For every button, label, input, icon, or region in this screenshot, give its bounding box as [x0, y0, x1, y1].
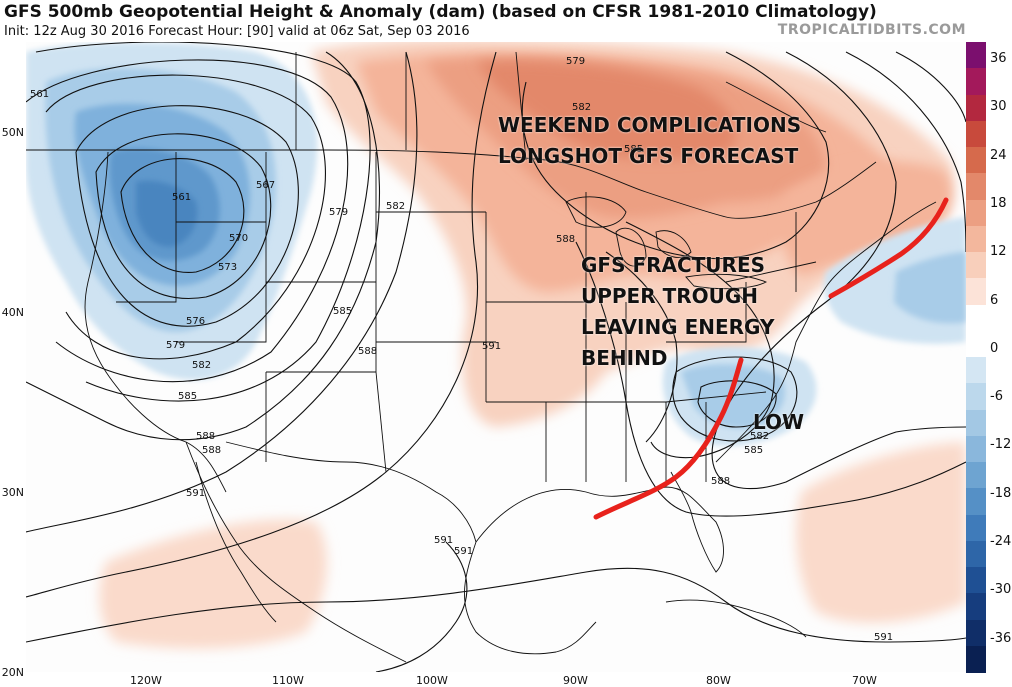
- colorbar-swatch: [966, 147, 986, 174]
- colorbar-swatch: [966, 540, 986, 568]
- contour-label: 579: [566, 56, 585, 67]
- colorbar-swatch: [966, 304, 986, 332]
- lon-label-90w: 90W: [563, 674, 588, 687]
- colorbar-swatch: [966, 462, 986, 489]
- political-boundaries: [26, 51, 937, 663]
- positive-anomaly-mexico: [99, 519, 327, 649]
- contour-label: 588: [711, 476, 730, 487]
- lat-label-20n: 20N: [1, 666, 24, 679]
- colorbar-tick-label: -6: [990, 389, 1003, 405]
- lon-label-80w: 80W: [706, 674, 731, 687]
- colorbar-tick-label: 24: [990, 147, 1007, 163]
- contour-label: 588: [202, 445, 221, 456]
- colorbar-swatch: [966, 330, 986, 358]
- colorbar-tick-label: -18: [990, 485, 1012, 501]
- colorbar-tick-label: 36: [990, 51, 1007, 66]
- colorbar-tick-label: -30: [990, 582, 1012, 598]
- colorbar-swatch: [966, 435, 986, 463]
- contour-label: 588: [358, 346, 377, 357]
- height-contours: [26, 42, 966, 672]
- contour-label: 591: [482, 341, 501, 352]
- contour-label: 579: [166, 340, 185, 351]
- lat-label-40n: 40N: [1, 306, 24, 319]
- colorbar-tick-label: -12: [990, 437, 1012, 453]
- contour-label: 582: [386, 201, 405, 212]
- cold-front-south-line: [593, 357, 744, 520]
- colorbar-swatch: [966, 488, 986, 515]
- hand-drawn-lines: [593, 197, 949, 520]
- lat-label-30n: 30N: [1, 486, 24, 499]
- colorbar-swatch: [966, 567, 986, 594]
- contour-label: 582: [192, 360, 211, 371]
- annotation-fracture-line2: UPPER TROUGH: [581, 284, 759, 308]
- contour-label: 591: [454, 546, 473, 557]
- colorbar-swatch: [966, 278, 986, 305]
- contour-label: 582: [572, 102, 591, 113]
- colorbar-swatch: [966, 357, 986, 384]
- colorbar-swatch: [966, 120, 986, 148]
- colorbar: [966, 42, 986, 673]
- contour-label: 585: [624, 144, 643, 155]
- contour-label: 591: [874, 632, 893, 643]
- contour-label: 585: [178, 391, 197, 402]
- contour-label: 591: [434, 535, 453, 546]
- lon-label-70w: 70W: [852, 674, 877, 687]
- colorbar-swatch: [966, 42, 986, 69]
- colorbar-swatch: [966, 619, 986, 647]
- colorbar-tick-label: 12: [990, 244, 1007, 260]
- contour-label: 567: [256, 180, 275, 191]
- annotation-fracture-line4: BEHIND: [581, 346, 668, 370]
- annotation-fracture-line1: GFS FRACTURES: [581, 253, 766, 277]
- annotation-fracture-line3: LEAVING ENERGY: [581, 315, 775, 339]
- contour-labels: 561 561 567 570 573 576 579 582 585 588 579 582 579 5…: [30, 56, 893, 643]
- contour-label: 579: [329, 207, 348, 218]
- contour-label: 570: [229, 233, 248, 244]
- lon-label-120w: 120W: [130, 674, 162, 687]
- positive-anomaly-atlantic: [796, 442, 966, 623]
- contour-label: 585: [744, 445, 763, 456]
- cold-front-north-line: [828, 197, 949, 299]
- colorbar-tick-label: 18: [990, 195, 1007, 211]
- map-title: GFS 500mb Geopotential Height & Anomaly …: [4, 2, 877, 22]
- contour-label: 573: [218, 262, 237, 273]
- lon-label-110w: 110W: [272, 674, 304, 687]
- contour-label: 561: [172, 192, 191, 203]
- colorbar-tick-label: 30: [990, 99, 1007, 115]
- contour-label: 582: [750, 431, 769, 442]
- colorbar-swatch: [966, 409, 986, 437]
- contour-label: 561: [30, 89, 49, 100]
- annotation-fracture: GFS FRACTURES UPPER TROUGH LEAVING ENERG…: [581, 250, 775, 374]
- lon-label-100w: 100W: [416, 674, 448, 687]
- colorbar-swatch: [966, 94, 986, 122]
- colorbar-swatch: [966, 645, 986, 673]
- contour-label: 588: [556, 234, 575, 245]
- colorbar-swatch: [966, 173, 986, 200]
- colorbar-tick-label: -24: [990, 534, 1012, 549]
- colorbar-tick-label: -36: [990, 630, 1012, 646]
- colorbar-swatch: [966, 383, 986, 410]
- contour-label: 591: [186, 488, 205, 499]
- colorbar-swatch: [966, 514, 986, 542]
- colorbar-tick-label: 0: [990, 340, 999, 356]
- brand-watermark: TROPICALTIDBITS.COM: [777, 22, 966, 38]
- annotation-weekend: WEEKEND COMPLICATIONS LONGSHOT GFS FOREC…: [498, 110, 801, 172]
- annotation-weekend-line1: WEEKEND COMPLICATIONS: [498, 113, 802, 137]
- anomaly-shading: [26, 42, 966, 649]
- lat-label-50n: 50N: [1, 126, 24, 139]
- contour-label: 588: [196, 431, 215, 442]
- colorbar-swatch: [966, 252, 986, 279]
- colorbar-swatch: [966, 593, 986, 620]
- map-panel: 561 561 567 570 573 576 579 582 585 588 579 582 579 5…: [26, 42, 966, 672]
- colorbar-tick-label: 6: [990, 292, 999, 308]
- colorbar-swatch: [966, 199, 986, 227]
- colorbar-swatch: [966, 225, 986, 253]
- annotation-weekend-line2: LONGSHOT GFS FORECAST: [498, 144, 799, 168]
- contour-label: 585: [333, 306, 352, 317]
- colorbar-swatch: [966, 68, 986, 95]
- contour-label: 576: [186, 316, 205, 327]
- map-subtitle: Init: 12z Aug 30 2016 Forecast Hour: [90…: [4, 24, 470, 39]
- annotation-low: LOW: [753, 410, 805, 434]
- map-canvas: 561 561 567 570 573 576 579 582 585 588 579 582 579 5…: [26, 42, 966, 672]
